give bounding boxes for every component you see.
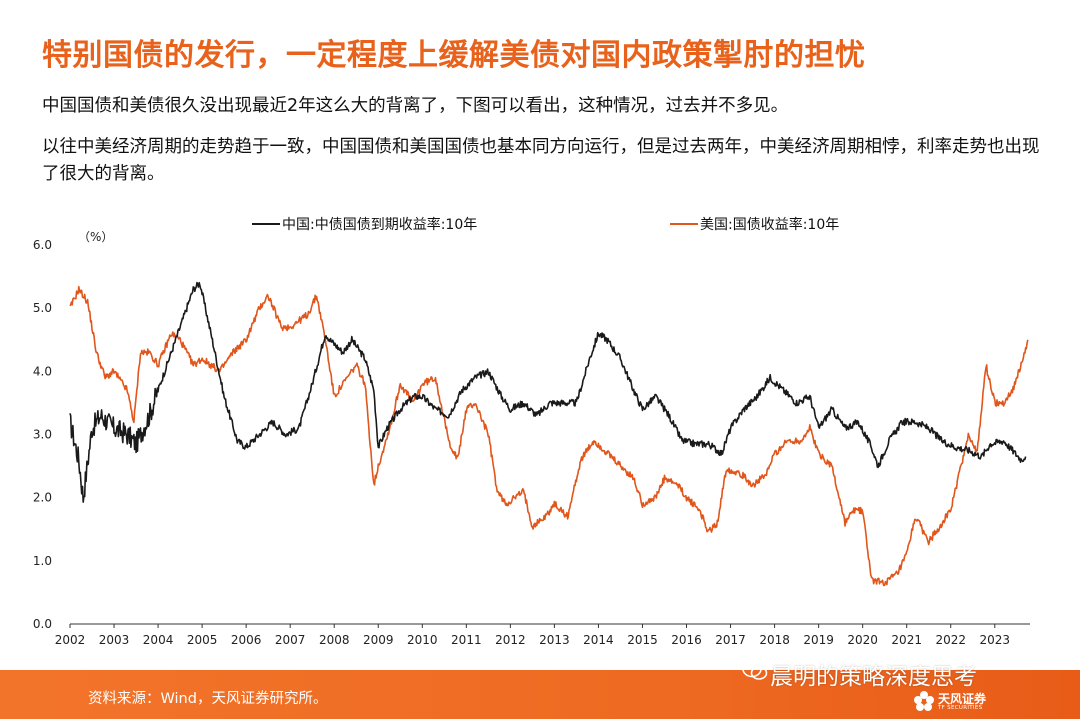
- series-line-us: [69, 285, 1029, 587]
- x-tick-label: 2014: [583, 633, 614, 647]
- x-tick-label: 2019: [803, 633, 834, 647]
- x-tick-label: 2011: [451, 633, 482, 647]
- legend-us-label: 美国:国债收益率:10年: [700, 217, 840, 233]
- footer-bar: [0, 670, 1080, 719]
- y-tick-label: 5.0: [33, 301, 52, 315]
- x-tick-label: 2018: [759, 633, 790, 647]
- x-tick-label: 2003: [99, 633, 130, 647]
- x-tick-label: 2012: [495, 633, 526, 647]
- legend-us-swatch: [670, 223, 698, 225]
- flower-logo-icon: [914, 691, 934, 711]
- yield-line-chart: 0.0 1.0 2.0 3.0 4.0 5.0 6.0 （%） 2002 2003 2004 2005…: [33, 230, 1030, 647]
- y-tick-label: 0.0: [33, 617, 52, 631]
- legend-china: 中国:中债国债到期收益率:10年: [252, 214, 477, 234]
- y-tick-label: 6.0: [33, 238, 52, 252]
- source-note: 资料来源：Wind，天风证券研究所。: [88, 691, 328, 707]
- x-tick-label: 2008: [319, 633, 350, 647]
- legend-china-swatch: [252, 223, 280, 225]
- x-tick-label: 2010: [407, 633, 438, 647]
- x-tick-label: 2002: [55, 633, 86, 647]
- x-tick-label: 2015: [627, 633, 658, 647]
- x-tick-label: 2005: [187, 633, 218, 647]
- paragraph-2: 以往中美经济周期的走势趋于一致，中国国债和美国国债也基本同方向运行，但是过去两年…: [42, 137, 1040, 184]
- x-tick-label: 2009: [363, 633, 394, 647]
- x-tick-label: 2004: [143, 633, 174, 647]
- slide-title: 特别国债的发行，一定程度上缓解美债对国内政策掣肘的担忧: [42, 38, 866, 73]
- legend-us: 美国:国债收益率:10年: [670, 214, 839, 234]
- x-tick-label: 2007: [275, 633, 306, 647]
- x-tick-label: 2020: [847, 633, 878, 647]
- y-tick-label: 1.0: [33, 554, 52, 568]
- x-tick-label: 2021: [891, 633, 922, 647]
- x-tick-label: 2017: [715, 633, 746, 647]
- wechat-icon: [742, 660, 768, 680]
- series-line-china: [69, 281, 1027, 503]
- x-tick-label: 2013: [539, 633, 570, 647]
- paragraph-1: 中国国债和美债很久没出现最近2年这么大的背离了，下图可以看出，这种情况，过去并不…: [42, 96, 789, 116]
- y-unit-label: （%）: [78, 230, 113, 244]
- watermark-text: 晨明的策略深度思考: [770, 664, 977, 690]
- x-tick-label: 2006: [231, 633, 262, 647]
- y-tick-label: 2.0: [33, 491, 52, 505]
- x-tick-label: 2022: [935, 633, 966, 647]
- y-tick-label: 3.0: [33, 428, 52, 442]
- logo-subtext: TF SECURITIES: [938, 705, 983, 711]
- x-tick-label: 2016: [671, 633, 702, 647]
- x-tick-label: 2023: [979, 633, 1010, 647]
- legend-china-label: 中国:中债国债到期收益率:10年: [282, 217, 478, 233]
- logo-text: 天风证券: [938, 692, 987, 706]
- y-tick-label: 4.0: [33, 364, 52, 378]
